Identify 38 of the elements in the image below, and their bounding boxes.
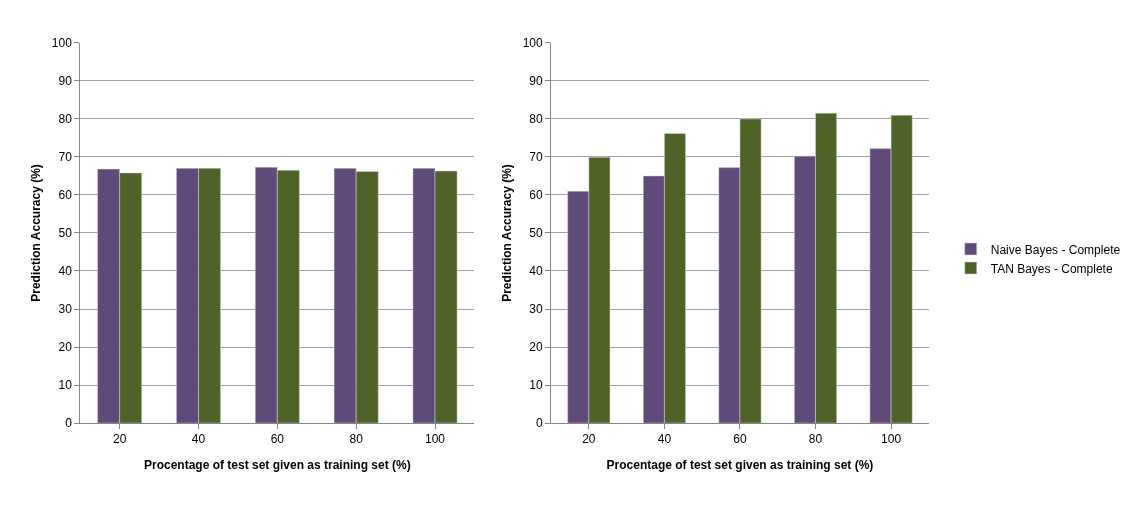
y-tick-label: 100 <box>51 36 73 51</box>
x-tick-label: 100 <box>424 432 446 447</box>
y-tick-label: 10 <box>529 378 543 393</box>
x-tick-label: 60 <box>270 432 285 447</box>
y-tick-label: 40 <box>58 264 73 279</box>
x-tick-label: 20 <box>582 432 596 447</box>
y-tick-label: 90 <box>58 74 73 89</box>
legend-label: Naive Bayes - Complete <box>990 242 1121 257</box>
x-tick-label: 80 <box>808 432 823 447</box>
y-tick-label: 10 <box>58 378 73 393</box>
y-axis-title: Prediction Accuracy (%) <box>499 164 514 302</box>
y-tick-label: 100 <box>522 36 543 51</box>
x-axis-title: Procentage of test set given as training set (%) <box>143 458 411 473</box>
y-tick-label: 0 <box>65 416 73 431</box>
y-tick-label: 60 <box>529 188 543 203</box>
x-tick-label: 20 <box>112 432 127 447</box>
y-tick-label: 70 <box>529 150 543 165</box>
y-tick-label: 80 <box>529 112 543 127</box>
x-axis-title: Procentage of test set given as training set (%) <box>606 458 874 473</box>
y-tick-label: 30 <box>58 302 73 317</box>
y-tick-label: 30 <box>529 302 543 317</box>
legend-label: TAN Bayes - Complete <box>990 261 1113 276</box>
y-axis-title: Prediction Accuracy (%) <box>29 164 44 302</box>
y-tick-label: 50 <box>529 226 543 241</box>
x-tick-label: 40 <box>657 432 672 447</box>
y-tick-label: 40 <box>529 264 543 279</box>
x-tick-label: 100 <box>881 432 902 447</box>
x-tick-label: 80 <box>349 432 364 447</box>
y-tick-label: 50 <box>58 226 73 241</box>
y-tick-label: 20 <box>529 340 543 355</box>
x-tick-label: 40 <box>191 432 206 447</box>
y-tick-label: 0 <box>535 416 543 431</box>
x-tick-label: 60 <box>733 432 747 447</box>
y-tick-label: 70 <box>58 150 73 165</box>
y-tick-label: 20 <box>58 340 73 355</box>
y-tick-label: 90 <box>529 74 543 89</box>
y-tick-label: 60 <box>58 188 73 203</box>
y-tick-label: 80 <box>58 112 73 127</box>
